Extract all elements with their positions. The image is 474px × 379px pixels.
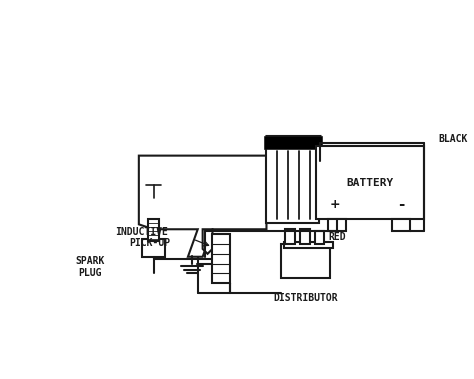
Text: BATTERY: BATTERY — [346, 178, 393, 188]
Polygon shape — [203, 229, 212, 254]
Bar — [316, 146, 424, 219]
Text: SPARK: SPARK — [75, 256, 104, 266]
Text: PICK-UP: PICK-UP — [129, 238, 170, 248]
Bar — [285, 229, 295, 244]
Text: -: - — [398, 197, 404, 212]
Bar — [392, 219, 410, 231]
Text: PLUG: PLUG — [78, 268, 101, 279]
Bar — [315, 231, 324, 244]
Bar — [284, 242, 333, 248]
Bar — [281, 244, 330, 278]
Polygon shape — [139, 136, 325, 257]
Text: DISTRIBUTOR: DISTRIBUTOR — [273, 293, 338, 303]
Bar — [212, 234, 230, 283]
Text: INDUCTIVE: INDUCTIVE — [115, 227, 168, 237]
Text: BLACK: BLACK — [438, 134, 468, 144]
Bar — [264, 136, 322, 149]
Bar — [328, 219, 346, 231]
Bar — [300, 229, 310, 244]
Bar — [148, 219, 159, 241]
Bar — [142, 239, 165, 257]
Text: +: + — [330, 198, 340, 211]
Text: RED: RED — [328, 232, 346, 242]
Bar — [266, 138, 319, 223]
